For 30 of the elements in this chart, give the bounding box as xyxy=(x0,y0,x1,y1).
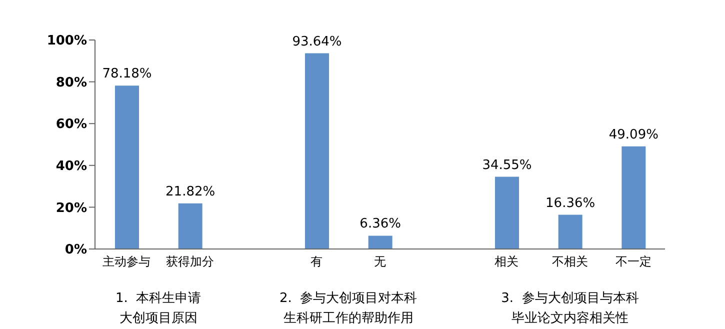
data-label: 34.55% xyxy=(482,158,532,173)
data-label: 93.64% xyxy=(292,34,342,50)
x-tick-label: 获得加分 xyxy=(166,254,214,269)
bar xyxy=(115,86,139,249)
data-label: 78.18% xyxy=(102,66,152,82)
x-tick-label: 不相关 xyxy=(552,254,588,269)
data-label: 21.82% xyxy=(166,184,216,200)
text: 3. 参与大创项目与本科毕业论文内容相关性 xyxy=(500,290,640,328)
bar xyxy=(495,176,519,249)
data-label: 16.36% xyxy=(546,196,596,211)
data-label: 49.09% xyxy=(608,127,658,142)
bar xyxy=(622,146,646,249)
data-label: 6.36% xyxy=(360,216,401,232)
y-tick-label: 0% xyxy=(64,242,87,258)
bar xyxy=(178,203,202,249)
x-tick-label: 相关 xyxy=(494,254,519,269)
y-tick-label: 20% xyxy=(56,200,87,216)
bar xyxy=(558,214,582,249)
bar xyxy=(368,236,392,249)
x-tick-label: 主动参与 xyxy=(102,254,151,269)
y-tick-label: 80% xyxy=(56,75,87,90)
x-tick-label: 不一定 xyxy=(615,254,652,269)
x-tick-label: 有 xyxy=(310,254,323,269)
text: 2. 参与大创项目对本科生科研工作的帮助作用 xyxy=(278,290,418,328)
x-tick-label: 无 xyxy=(374,254,386,269)
text: 1. 本科生申请大创项目原因 xyxy=(114,290,202,328)
y-tick-label: 100% xyxy=(46,34,87,49)
y-tick-label: 60% xyxy=(56,117,87,132)
bar xyxy=(305,53,329,249)
y-tick-label: 40% xyxy=(56,159,87,174)
